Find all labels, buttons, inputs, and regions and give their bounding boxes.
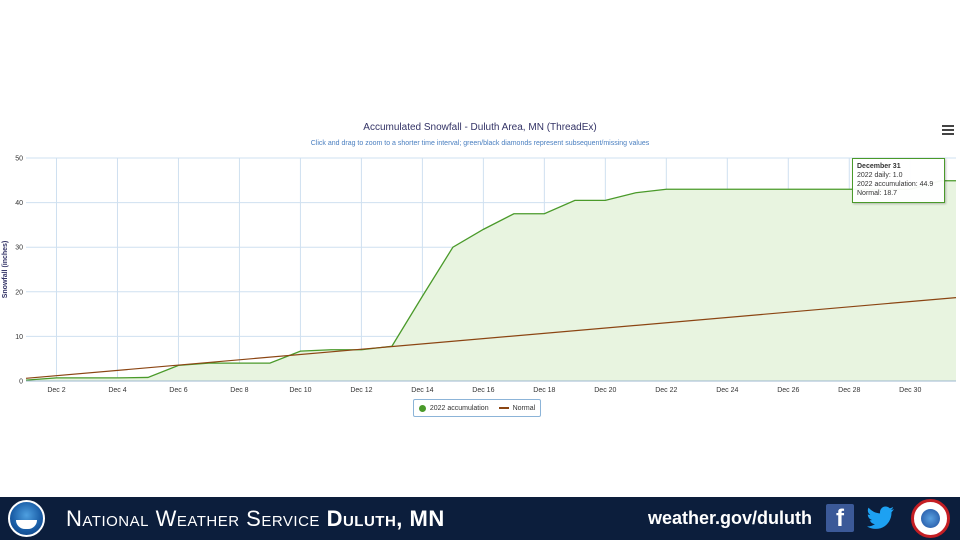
noaa-logo-icon <box>8 500 45 537</box>
footer-banner: National Weather Service Duluth, MN weat… <box>0 497 960 540</box>
menu-bar-icon <box>942 125 954 127</box>
x-tick-label: Dec 20 <box>594 387 616 394</box>
facebook-icon[interactable]: f <box>826 504 854 532</box>
x-tick-label: Dec 28 <box>838 387 860 394</box>
legend-item-accumulation[interactable]: 2022 accumulation <box>418 404 489 412</box>
legend-dot-icon <box>418 404 426 412</box>
chart-container[interactable]: 0 10 20 30 40 50 Dec 2 Dec 4 Dec 6 Dec 8 Dec 10 Dec… <box>0 110 960 430</box>
nws-logo-icon <box>911 499 950 538</box>
chart-tooltip: December 31 2022 daily: 1.0 2022 accumul… <box>852 158 945 203</box>
x-tick-label: Dec 30 <box>899 387 921 394</box>
y-tick-label: 40 <box>15 200 23 207</box>
x-tick-label: Dec 18 <box>533 387 555 394</box>
chart-title: Accumulated Snowfall - Duluth Area, MN (… <box>363 122 597 133</box>
y-tick-label: 20 <box>15 289 23 296</box>
x-tick-label: Dec 26 <box>777 387 799 394</box>
tooltip-title: December 31 <box>857 163 901 170</box>
footer-url[interactable]: weather.gov/duluth <box>648 508 813 528</box>
y-tick-label: 50 <box>15 156 23 163</box>
x-tick-label: Dec 12 <box>350 387 372 394</box>
twitter-icon[interactable] <box>864 503 896 533</box>
y-tick-label: 0 <box>19 379 23 386</box>
legend-label-accumulation: 2022 accumulation <box>429 404 489 412</box>
tooltip-line-daily: 2022 daily: 1.0 <box>857 172 903 179</box>
x-tick-label: Dec 10 <box>289 387 311 394</box>
x-tick-label: Dec 8 <box>230 387 248 394</box>
x-tick-label: Dec 4 <box>108 387 126 394</box>
x-tick-label: Dec 22 <box>655 387 677 394</box>
x-tick-label: Dec 2 <box>47 387 65 394</box>
chart-menu-button[interactable] <box>942 125 954 137</box>
footer-title-bold: Duluth, MN <box>326 506 445 531</box>
tooltip-line-normal: Normal: 18.7 <box>857 190 898 197</box>
normal-line <box>25 297 957 379</box>
x-tick-label: Dec 24 <box>716 387 738 394</box>
tooltip-line-accumulation: 2022 accumulation: 44.9 <box>857 181 934 188</box>
footer-title: National Weather Service Duluth, MN <box>66 506 445 532</box>
y-tick-label: 30 <box>15 245 23 252</box>
legend-item-normal[interactable]: Normal <box>498 404 536 412</box>
menu-bar-icon <box>942 129 954 131</box>
y-axis-label: Snowfall (inches) <box>2 241 9 299</box>
menu-bar-icon <box>942 133 954 135</box>
snowfall-chart[interactable]: 0 10 20 30 40 50 Dec 2 Dec 4 Dec 6 Dec 8 Dec 10 Dec… <box>0 110 960 430</box>
accumulation-area <box>26 180 956 381</box>
chart-subtitle: Click and drag to zoom to a shorter time… <box>310 140 650 147</box>
x-tick-label: Dec 6 <box>169 387 187 394</box>
legend-line-icon <box>498 407 509 409</box>
x-tick-label: Dec 14 <box>411 387 433 394</box>
chart-legend: 2022 accumulation Normal <box>413 399 541 417</box>
y-tick-label: 10 <box>15 334 23 341</box>
x-tick-label: Dec 16 <box>472 387 494 394</box>
footer-title-light: National Weather Service <box>66 506 320 531</box>
legend-label-normal: Normal <box>512 404 536 412</box>
